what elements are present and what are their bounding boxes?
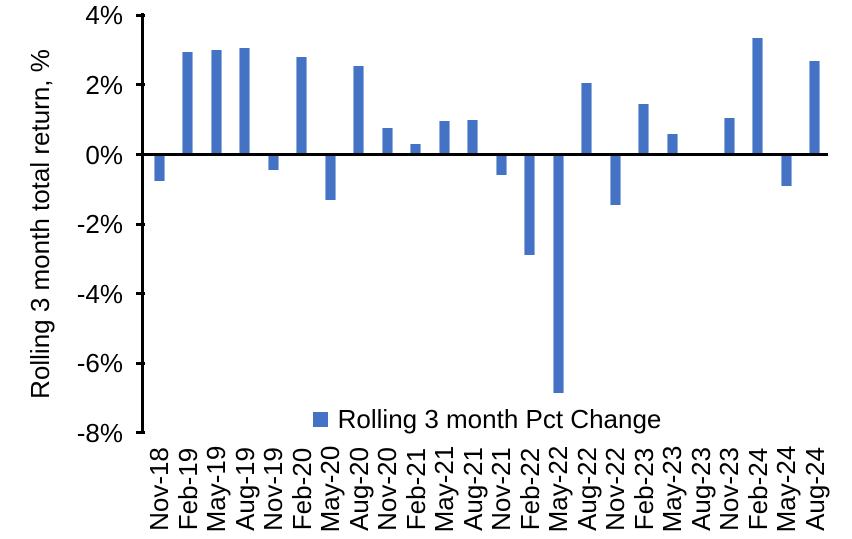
y-tick-mark [136, 222, 145, 226]
bar-Feb-19 [182, 51, 194, 155]
bar-Nov-20 [381, 128, 393, 155]
bar-May-23 [666, 133, 678, 155]
bar-Aug-22 [581, 83, 593, 155]
y-tick-label: 4% [85, 0, 123, 31]
x-tick-label: May-20 [315, 445, 346, 533]
y-tick-label: -8% [76, 417, 123, 448]
x-tick-label: Feb-22 [514, 447, 545, 531]
x-tick-label: Feb-24 [742, 447, 773, 531]
x-tick-label: Nov-21 [486, 447, 517, 531]
bar-May-24 [780, 154, 792, 186]
x-tick-label: May-19 [201, 445, 232, 533]
x-tick-label: Nov-20 [372, 447, 403, 531]
y-tick-mark [136, 431, 145, 435]
bar-Nov-21 [495, 154, 507, 176]
bar-Aug-19 [239, 48, 251, 155]
x-tick-label: May-22 [543, 445, 574, 533]
y-tick-mark [136, 361, 145, 365]
y-tick-label: 0% [85, 139, 123, 170]
bar-Aug-24 [809, 60, 821, 155]
y-tick-label: -2% [76, 209, 123, 240]
x-tick-label: Feb-19 [172, 447, 203, 531]
y-tick-mark [136, 13, 145, 17]
bar-Aug-20 [353, 65, 365, 155]
bar-Aug-21 [467, 119, 479, 155]
bar-Feb-23 [638, 104, 650, 155]
y-tick-mark [136, 153, 145, 156]
legend-label: Rolling 3 month Pct Change [337, 403, 662, 434]
bar-Feb-20 [296, 57, 308, 155]
x-tick-label: Aug-24 [799, 447, 830, 531]
y-tick-label: 2% [85, 69, 123, 100]
x-tick-label: Nov-23 [714, 447, 745, 531]
bar-May-22 [552, 154, 564, 393]
bar-May-20 [324, 154, 336, 200]
bar-Feb-22 [524, 154, 536, 256]
x-tick-label: Aug-20 [343, 447, 374, 531]
x-tick-label: Feb-20 [286, 447, 317, 531]
zero-axis-line [141, 153, 828, 156]
x-tick-label: Aug-19 [229, 447, 260, 531]
x-tick-label: May-24 [771, 445, 802, 533]
x-tick-label: Nov-19 [258, 447, 289, 531]
y-tick-mark [136, 292, 145, 296]
bar-Nov-19 [267, 154, 279, 171]
bar-May-19 [210, 50, 222, 155]
x-tick-label: Aug-22 [571, 447, 602, 531]
x-tick-label: Aug-21 [457, 447, 488, 531]
x-tick-label: Feb-23 [628, 447, 659, 531]
bar-Nov-22 [609, 154, 621, 205]
legend: Rolling 3 month Pct Change [145, 403, 829, 435]
bar-Feb-24 [752, 37, 764, 155]
x-tick-label: Nov-18 [144, 447, 175, 531]
x-tick-label: Nov-22 [600, 447, 631, 531]
bar-Feb-21 [410, 144, 422, 155]
bar-May-21 [438, 121, 450, 155]
x-tick-label: May-23 [657, 445, 688, 533]
bar-Nov-18 [153, 154, 165, 181]
x-tick-label: Feb-21 [400, 447, 431, 531]
x-tick-label: May-21 [429, 445, 460, 533]
y-tick-label: -6% [76, 348, 123, 379]
bar-Nov-23 [723, 117, 735, 155]
y-tick-label: -4% [76, 278, 123, 309]
x-tick-label: Aug-23 [685, 447, 716, 531]
legend-marker-icon [312, 411, 328, 427]
y-tick-mark [136, 83, 145, 87]
